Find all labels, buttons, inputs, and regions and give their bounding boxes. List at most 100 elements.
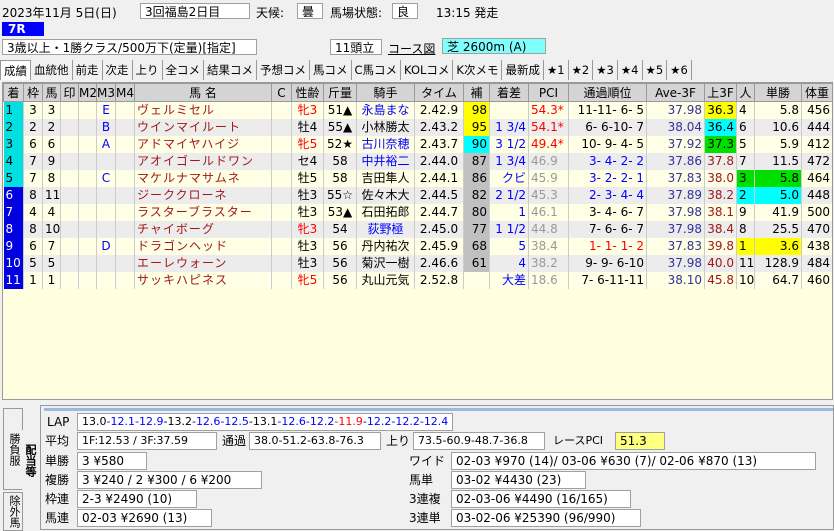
column-header[interactable]: M3 [96, 83, 116, 102]
tab-6[interactable]: 結果コメ [204, 60, 257, 80]
cell-wt: 54 [323, 221, 357, 238]
tab-14[interactable]: ★2 [569, 60, 594, 80]
table-row[interactable]: 4 7 9 アオイゴールドワン セ4 58 中井裕二 2.44.0 87 1 3/4 46.9 3- … [3, 153, 832, 170]
cell-name: ヴェルミセル [134, 101, 272, 119]
column-header[interactable]: PCI [528, 83, 569, 102]
cell-pass: 7- 6-11-11 [568, 272, 647, 289]
table-row[interactable]: 1 3 3 E ヴェルミセル 牝3 51▲ 永島まな 2.42.9 98 54.3* 11-11- 6… [3, 101, 832, 119]
column-header[interactable]: 性齢 [291, 83, 324, 102]
cell-wt: 53▲ [323, 204, 357, 221]
tab-15[interactable]: ★3 [593, 60, 618, 80]
cell-jockey: 古川奈穂 [356, 136, 415, 153]
tab-3[interactable]: 次走 [103, 60, 133, 80]
cell-margin: 4 [489, 255, 529, 272]
column-header[interactable]: 上3F [704, 83, 737, 102]
cell-ho: 98 [463, 101, 490, 119]
column-header[interactable]: M2 [78, 83, 97, 102]
cell-pass: 2- 3- 4- 4 [568, 187, 647, 204]
table-row[interactable]: 7 4 4 ラスターブラスター 牡3 53▲ 石田拓郎 2.44.7 80 1 46.1 3- 4- … [3, 204, 832, 221]
tab-4[interactable]: 上り [133, 60, 163, 80]
tab-7[interactable]: 予想コメ [257, 60, 310, 80]
tab-13[interactable]: ★1 [544, 60, 569, 80]
win-label: 単勝 [45, 454, 70, 468]
trifecta-label: 3連単 [409, 511, 441, 525]
column-header[interactable]: Ave-3F [646, 83, 705, 102]
cell-ho: 77 [463, 221, 490, 238]
column-header[interactable]: 馬 名 [134, 83, 272, 102]
tab-11[interactable]: K次メモ [453, 60, 503, 80]
race-conditions: 3歳以上・1勝クラス/500万下(定量)[指定] [2, 39, 257, 55]
cell-jockey: 小林勝太 [356, 119, 415, 136]
tab-2[interactable]: 前走 [73, 60, 103, 80]
tab-payout[interactable]: 配当等 [22, 430, 38, 490]
tab-16[interactable]: ★4 [618, 60, 643, 80]
cell-m3 [96, 255, 116, 272]
table-row[interactable]: 9 6 7 D ドラゴンヘッド 牡3 56 丹内祐次 2.45.9 68 5 38.4 1- 1- 1-… [3, 238, 832, 255]
cell-bw: 464 [801, 170, 832, 187]
column-header[interactable]: 枠 [23, 83, 43, 102]
column-header[interactable]: 体重 [801, 83, 832, 102]
column-header[interactable]: 補 [463, 83, 490, 102]
lap-time: 12.4 [423, 415, 449, 428]
column-header[interactable]: 通過順位 [568, 83, 647, 102]
table-row[interactable]: 6 8 11 ジーククローネ 牡3 55☆ 佐々木大 2.44.5 82 2 1/2 45.3 2- … [3, 187, 832, 204]
table-row[interactable]: 10 5 5 エーレウォーン 牡3 56 菊沢一樹 2.46.6 61 4 38.2 9- 9- 6-… [3, 255, 832, 272]
tab-17[interactable]: ★5 [643, 60, 668, 80]
cell-pop: 11 [736, 255, 755, 272]
cell-m2 [78, 153, 97, 170]
table-row[interactable]: 8 8 10 チャイボーグ 牝3 54 荻野極 2.45.0 77 1 1/2 44.8 7- 6- … [3, 221, 832, 238]
column-header[interactable]: 斤量 [323, 83, 357, 102]
cell-ave: 38.04 [646, 119, 705, 136]
table-row[interactable]: 3 6 6 A アドマイヤハイジ 牝5 52★ 古川奈穂 2.43.7 90 3 1/2 49.4* 1… [3, 136, 832, 153]
cell-rank: 2 [3, 119, 24, 136]
cell-pop: 7 [736, 153, 755, 170]
column-header[interactable]: 印 [60, 83, 79, 102]
column-header[interactable]: 騎手 [356, 83, 415, 102]
column-header[interactable]: 馬 [42, 83, 61, 102]
column-header[interactable]: 単勝 [754, 83, 802, 102]
table-row[interactable]: 11 1 1 サッキハピネス 牝5 56 丸山元気 2.52.8 大差 18.6 7- 6-11-1… [3, 272, 832, 289]
cell-pop: 2 [736, 187, 755, 204]
cell-pci: 45.3 [528, 187, 569, 204]
tab-0[interactable]: 成績 [0, 60, 31, 80]
tab-12[interactable]: 最新成 [502, 60, 544, 80]
cell-l3f: 38.1 [704, 204, 737, 221]
cell-c [271, 255, 292, 272]
cell-ho: 82 [463, 187, 490, 204]
tab-10[interactable]: KOLコメ [401, 60, 454, 80]
tab-silks[interactable]: 勝負服 [3, 408, 23, 490]
cell-odds: 5.0 [754, 187, 802, 204]
table-row[interactable]: 5 7 8 C マケルナマサムネ 牡5 58 吉田隼人 2.44.1 86 クビ 45.9 3- 2- … [3, 170, 832, 187]
cell-m2 [78, 119, 97, 136]
column-header[interactable]: 着 [3, 83, 24, 102]
cell-rank: 5 [3, 170, 24, 187]
cell-c [271, 238, 292, 255]
cell-m4 [115, 204, 135, 221]
table-row[interactable]: 2 2 2 B ウインマイルート 牡4 55▲ 小林勝太 2.43.2 95 1 3/4 54.1* 6… [3, 119, 832, 136]
cell-waku: 4 [23, 204, 43, 221]
cell-time: 2.45.9 [414, 238, 464, 255]
cell-sex: 牡3 [291, 204, 324, 221]
cell-pass: 6- 6-10- 7 [568, 119, 647, 136]
tab-5[interactable]: 全コメ [163, 60, 204, 80]
tab-18[interactable]: ★6 [667, 60, 692, 80]
lap-time: 12.6 [281, 415, 306, 428]
column-header[interactable]: タイム [414, 83, 464, 102]
tab-excluded[interactable]: 除外馬 [3, 492, 23, 531]
cell-m2 [78, 101, 97, 119]
lap-time: 12.2 [395, 415, 420, 428]
tab-8[interactable]: 馬コメ [310, 60, 352, 80]
cell-jockey: 永島まな [356, 101, 415, 119]
column-header[interactable]: M4 [115, 83, 135, 102]
column-header[interactable]: C [271, 83, 292, 102]
cell-m3: A [96, 136, 116, 153]
column-header[interactable]: 着差 [489, 83, 529, 102]
column-header[interactable]: 人 [736, 83, 755, 102]
trifecta-payout: 03-02-06 ¥25390 (96/990) [451, 509, 641, 527]
tab-9[interactable]: C馬コメ [352, 60, 402, 80]
course-map-link[interactable]: コース図 [388, 42, 436, 56]
tab-1[interactable]: 血統他 [31, 60, 73, 80]
cell-waku: 8 [23, 221, 43, 238]
cell-uma: 1 [42, 272, 61, 289]
cell-mark [60, 272, 79, 289]
